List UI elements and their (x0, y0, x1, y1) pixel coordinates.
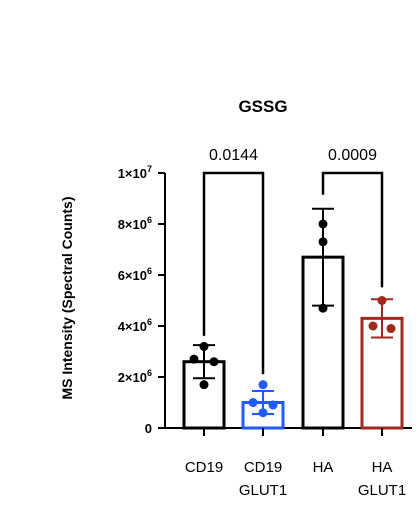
data-point (209, 357, 219, 367)
p-value-label: 0.0144 (209, 147, 258, 164)
plot-area: 0 2×106 4×106 6×106 8×106 1×107 CD19 CD19 GLUT1 H… (118, 147, 412, 499)
data-point (248, 398, 258, 407)
x-tick-label-line2: GLUT1 (358, 482, 406, 499)
significance-bracket (202, 171, 265, 375)
y-tick-exponent: 6 (147, 215, 152, 225)
y-tick-exponent: 6 (147, 317, 152, 327)
data-point (318, 237, 328, 247)
significance-bracket (321, 171, 384, 288)
y-tick-exponent: 6 (147, 266, 152, 276)
data-point (258, 408, 268, 418)
y-tick-exponent: 6 (147, 368, 152, 378)
y-tick-exponent: 7 (147, 164, 152, 174)
p-value-label: 0.0009 (328, 147, 377, 164)
y-tick-label: 1×107 (118, 164, 152, 181)
x-tick-label: CD19 (185, 459, 223, 476)
data-point (386, 324, 396, 334)
x-tick-label-line2: GLUT1 (239, 482, 287, 499)
data-point (318, 219, 328, 229)
y-axis-label: MS Intensity (Spectral Counts) (59, 196, 75, 399)
data-point (199, 380, 209, 390)
data-point (377, 296, 387, 305)
data-point (268, 400, 278, 410)
x-tick-label: HA (372, 459, 393, 476)
data-point (318, 303, 328, 313)
y-tick-label: 6×106 (118, 266, 152, 283)
data-point (368, 321, 378, 331)
y-tick-label: 8×106 (118, 215, 152, 232)
x-tick-label: HA (313, 459, 334, 476)
y-tick-label: 0 (145, 421, 152, 436)
data-point (199, 341, 209, 351)
y-tick-label: 4×106 (118, 317, 152, 334)
y-tick-label: 2×106 (118, 368, 152, 385)
x-tick-label: CD19 (244, 459, 282, 476)
data-point (258, 380, 268, 390)
chart-title: GSSG (238, 97, 287, 116)
data-point (189, 354, 199, 364)
